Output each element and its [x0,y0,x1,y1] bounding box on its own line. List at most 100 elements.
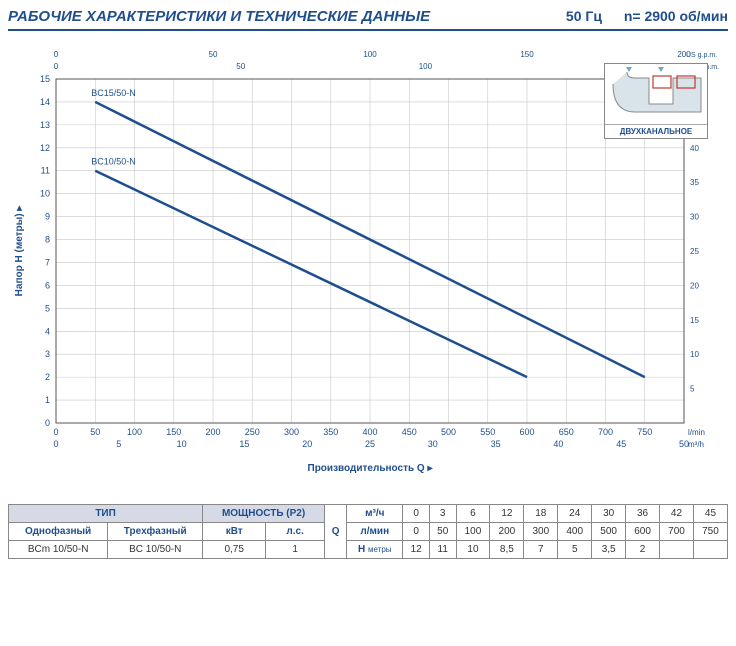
svg-text:100: 100 [127,427,142,437]
q-unit-2: л/мин [347,523,403,541]
svg-text:100: 100 [419,62,433,71]
svg-text:15: 15 [690,316,699,325]
svg-text:0: 0 [53,427,58,437]
svg-text:25: 25 [365,439,375,449]
svg-text:m³/h: m³/h [688,440,704,449]
svg-text:450: 450 [402,427,417,437]
svg-text:5: 5 [690,385,695,394]
q-m3h-cell: 24 [558,505,592,523]
th-power: МОЩНОСТЬ (P2) [203,505,325,523]
h-cell: 12 [403,541,430,559]
svg-text:750: 750 [637,427,652,437]
svg-text:20: 20 [302,439,312,449]
q-m3h-cell: 42 [660,505,694,523]
q-lmin-cell: 400 [558,523,592,541]
h-cell: 2 [626,541,660,559]
svg-text:11: 11 [41,166,50,176]
data-table: ТИПМОЩНОСТЬ (P2)Qм³/ч03612182430364245Од… [8,504,728,559]
model-single: BCm 10/50-N [9,541,108,559]
svg-text:250: 250 [245,427,260,437]
svg-text:0: 0 [53,439,58,449]
q-lmin-cell: 50 [429,523,456,541]
svg-text:3: 3 [45,349,50,359]
svg-text:50: 50 [236,62,245,71]
h-cell: 3,5 [592,541,626,559]
th-hp: л.с. [266,523,325,541]
svg-text:35: 35 [690,178,699,187]
svg-text:7: 7 [45,257,50,267]
svg-text:150: 150 [166,427,181,437]
svg-text:10: 10 [690,350,699,359]
kw-val: 0,75 [203,541,266,559]
svg-text:BC10/50-N: BC10/50-N [91,157,136,167]
h-cell: 10 [456,541,490,559]
svg-text:0: 0 [54,50,59,59]
q-m3h-cell: 0 [403,505,430,523]
svg-text:35: 35 [491,439,501,449]
inset-label: ДВУХКАНАЛЬНОЕ [605,124,707,136]
q-lmin-cell: 300 [524,523,558,541]
th-single: Однофазный [9,523,108,541]
q-lmin-cell: 600 [626,523,660,541]
svg-text:8: 8 [45,235,50,245]
svg-text:400: 400 [362,427,377,437]
q-symbol: Q [325,505,347,559]
th-type: ТИП [9,505,203,523]
q-lmin-cell: 100 [456,523,490,541]
svg-text:10: 10 [40,189,50,199]
h-cell [660,541,694,559]
svg-text:550: 550 [480,427,495,437]
svg-text:150: 150 [520,50,534,59]
svg-text:100: 100 [363,50,377,59]
svg-text:Напор H (метры) ▸: Напор H (метры) ▸ [14,205,25,297]
svg-text:10: 10 [177,439,187,449]
h-cell: 5 [558,541,592,559]
svg-text:4: 4 [45,326,50,336]
h-symbol: H метры [347,541,403,559]
q-lmin-cell: 750 [693,523,727,541]
th-three: Трехфазный [108,523,203,541]
svg-text:14: 14 [40,97,50,107]
q-m3h-cell: 36 [626,505,660,523]
q-m3h-cell: 18 [524,505,558,523]
svg-text:15: 15 [239,439,249,449]
svg-text:BC15/50-N: BC15/50-N [91,88,136,98]
svg-text:30: 30 [428,439,438,449]
h-cell: 11 [429,541,456,559]
svg-text:40: 40 [553,439,563,449]
svg-text:US g.p.m.: US g.p.m. [686,52,717,59]
svg-text:500: 500 [441,427,456,437]
q-lmin-cell: 0 [403,523,430,541]
q-lmin-cell: 500 [592,523,626,541]
pump-type-inset: ДВУХКАНАЛЬНОЕ [604,63,708,139]
svg-text:300: 300 [284,427,299,437]
performance-chart: 0501001502002503003504004505005506006507… [8,39,728,484]
svg-text:50: 50 [209,50,218,59]
svg-text:12: 12 [40,143,50,153]
svg-text:0: 0 [45,418,50,428]
svg-text:600: 600 [519,427,534,437]
svg-text:5: 5 [116,439,121,449]
svg-text:1: 1 [45,395,50,405]
svg-text:350: 350 [323,427,338,437]
svg-text:650: 650 [559,427,574,437]
h-cell: 7 [524,541,558,559]
rpm-label: n= 2900 об/мин [624,8,728,24]
svg-text:15: 15 [40,74,50,84]
model-three: BC 10/50-N [108,541,203,559]
page-title: РАБОЧИЕ ХАРАКТЕРИСТИКИ И ТЕХНИЧЕСКИЕ ДАН… [8,8,430,25]
header-specs: 50 Гц n= 2900 об/мин [548,8,728,24]
q-m3h-cell: 45 [693,505,727,523]
svg-text:l/min: l/min [688,428,705,437]
svg-text:45: 45 [616,439,626,449]
q-lmin-cell: 200 [490,523,524,541]
q-m3h-cell: 30 [592,505,626,523]
svg-text:6: 6 [45,280,50,290]
svg-text:40: 40 [690,144,699,153]
h-cell: 8,5 [490,541,524,559]
hz-label: 50 Гц [566,8,602,24]
svg-text:5: 5 [45,303,50,313]
svg-text:9: 9 [45,212,50,222]
q-m3h-cell: 3 [429,505,456,523]
q-unit-1: м³/ч [347,505,403,523]
